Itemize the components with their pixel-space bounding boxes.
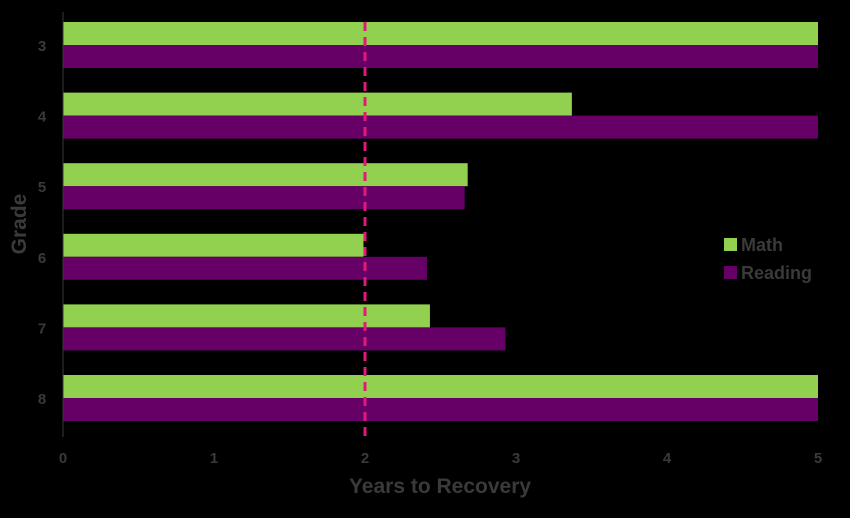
y-tick-label: 5 — [38, 179, 46, 196]
legend: Math Reading — [724, 235, 812, 283]
bar-grade-3-reading — [63, 45, 818, 68]
bar-grade-7-math — [63, 304, 430, 328]
legend-swatch-math — [724, 238, 737, 251]
y-tick-label: 7 — [38, 320, 46, 337]
bar-grade-8-reading — [63, 398, 818, 421]
y-tick-label: 6 — [38, 250, 46, 267]
y-tick-labels: 3 4 5 6 7 8 — [38, 38, 47, 408]
y-axis-title: Grade — [8, 194, 31, 255]
y-tick-label: 8 — [38, 391, 46, 408]
bars-layer — [63, 22, 818, 421]
x-tick-label: 1 — [210, 450, 218, 467]
bar-grade-4-math — [63, 92, 572, 116]
bar-grade-7-reading — [63, 327, 506, 351]
x-tick-label: 4 — [663, 450, 672, 467]
legend-label-reading: Reading — [741, 263, 812, 283]
x-tick-label: 0 — [59, 450, 67, 467]
bar-grade-6-reading — [63, 256, 427, 280]
bar-grade-3-math — [63, 22, 818, 45]
y-tick-label: 4 — [38, 109, 47, 126]
x-tick-label: 5 — [814, 450, 822, 467]
y-tick-label: 3 — [38, 38, 46, 55]
legend-swatch-reading — [724, 266, 737, 279]
x-tick-labels: 0 1 2 3 4 5 — [59, 450, 822, 467]
bar-grade-6-math — [63, 233, 364, 257]
bar-grade-5-math — [63, 163, 468, 187]
bar-grade-5-reading — [63, 186, 465, 210]
x-tick-label: 2 — [361, 450, 369, 467]
bar-grade-8-math — [63, 375, 818, 398]
x-tick-label: 3 — [512, 450, 520, 467]
bar-grade-4-reading — [63, 115, 818, 139]
x-axis-title: Years to Recovery — [349, 475, 531, 498]
legend-label-math: Math — [741, 235, 783, 255]
